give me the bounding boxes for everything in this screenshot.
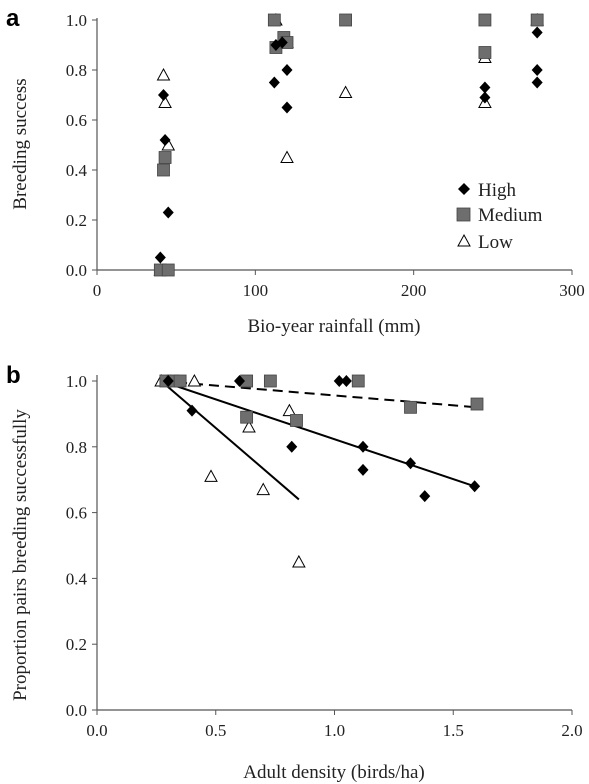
x-tick-label: 0.0 <box>86 721 107 740</box>
panel-a-letter: a <box>6 5 20 32</box>
trend-line-medium <box>161 380 478 409</box>
point-low <box>156 67 171 81</box>
point-high <box>531 76 543 89</box>
point-low <box>242 420 256 433</box>
point-low <box>280 150 294 163</box>
trend-line-low <box>160 380 300 501</box>
legend-low-label: Low <box>478 232 513 253</box>
x-tick-label: 2.0 <box>561 721 582 740</box>
point-medium <box>240 410 254 424</box>
x-tick-label: 1.0 <box>324 721 345 740</box>
panel-a-legend: High Medium Low <box>456 180 543 253</box>
x-tick-label: 200 <box>401 281 427 300</box>
x-tick-label: 100 <box>243 281 269 300</box>
point-medium <box>267 13 281 27</box>
panel-b-x-label: Adult density (birds/ha) <box>243 762 425 783</box>
point-low <box>338 85 353 98</box>
point-high <box>186 404 198 417</box>
point-medium <box>161 263 175 277</box>
point-high <box>158 89 169 101</box>
panel-a-ticks: 0 100 200 300 0.0 0.2 0.4 0.6 0.8 1.0 <box>66 11 585 300</box>
point-low <box>204 469 218 482</box>
y-tick-label: 0.8 <box>66 438 87 457</box>
y-tick-label: 1.0 <box>66 372 87 391</box>
legend-square-marker <box>456 207 471 222</box>
point-medium <box>478 46 492 59</box>
y-tick-label: 1.0 <box>66 11 87 30</box>
panel-a: a 0 100 200 300 0.0 0.2 0.4 0.6 0.8 1.0 Bio-year … <box>6 5 585 337</box>
point-high <box>162 206 174 219</box>
panel-b: b 0.0 0.5 1.0 1.5 2.0 0.0 0.2 0.4 0.6 0.8 1.0 Adul… <box>6 362 583 783</box>
point-high <box>405 457 416 470</box>
panel-a-points <box>153 12 545 277</box>
point-high <box>531 26 543 39</box>
panel-b-letter: b <box>6 362 21 389</box>
panel-a-y-label: Breeding success <box>10 78 31 209</box>
panel-b-points <box>154 373 484 568</box>
point-high <box>479 81 491 94</box>
point-low <box>187 373 202 387</box>
point-high <box>268 76 280 89</box>
point-high <box>357 440 369 453</box>
x-tick-label: 0 <box>93 281 102 300</box>
y-tick-label: 0.0 <box>66 701 87 720</box>
y-tick-label: 0.2 <box>66 635 87 654</box>
point-medium <box>339 13 352 27</box>
point-high <box>276 36 288 49</box>
y-tick-label: 0.6 <box>66 504 87 523</box>
y-tick-label: 0.0 <box>66 261 87 280</box>
y-tick-label: 0.4 <box>66 161 88 180</box>
point-medium <box>470 397 484 411</box>
point-high <box>281 101 293 114</box>
point-high <box>340 375 352 387</box>
trend-line-high <box>160 380 475 488</box>
point-medium <box>530 13 544 27</box>
x-tick-label: 300 <box>559 281 585 300</box>
point-high <box>531 64 543 76</box>
point-low <box>282 403 297 417</box>
panel-b-y-label: Proportion pairs breeding successfully <box>10 409 31 701</box>
point-medium <box>158 151 172 164</box>
point-medium <box>157 163 170 177</box>
panel-b-trend-lines <box>160 380 478 501</box>
point-high <box>159 134 171 146</box>
point-medium <box>263 374 277 388</box>
point-high <box>479 91 491 104</box>
point-medium <box>290 414 303 427</box>
point-high <box>333 375 345 387</box>
point-high <box>469 480 481 493</box>
point-low <box>158 95 172 108</box>
point-medium <box>478 13 492 27</box>
panel-b-ticks: 0.0 0.5 1.0 1.5 2.0 0.0 0.2 0.4 0.6 0.8 1.0 <box>66 372 583 740</box>
point-medium <box>404 400 417 414</box>
point-medium <box>173 374 187 388</box>
point-high <box>286 440 298 453</box>
y-tick-label: 0.6 <box>66 111 87 130</box>
x-tick-label: 1.5 <box>443 721 464 740</box>
point-high <box>419 490 431 503</box>
point-low <box>292 554 306 568</box>
point-medium <box>351 374 365 388</box>
point-high <box>281 64 293 76</box>
y-tick-label: 0.4 <box>66 569 88 588</box>
panel-a-x-label: Bio-year rainfall (mm) <box>247 316 420 337</box>
legend-high-label: High <box>478 180 517 201</box>
legend-diamond-marker <box>458 183 470 195</box>
point-high <box>234 375 245 387</box>
y-tick-label: 0.8 <box>66 61 87 80</box>
point-low <box>256 482 271 496</box>
point-high <box>357 463 369 476</box>
point-high <box>162 375 174 387</box>
legend-medium-label: Medium <box>478 205 543 226</box>
point-high <box>154 251 166 264</box>
x-tick-label: 0.5 <box>205 721 226 740</box>
y-tick-label: 0.2 <box>66 211 87 230</box>
legend-triangle-marker <box>457 233 471 247</box>
